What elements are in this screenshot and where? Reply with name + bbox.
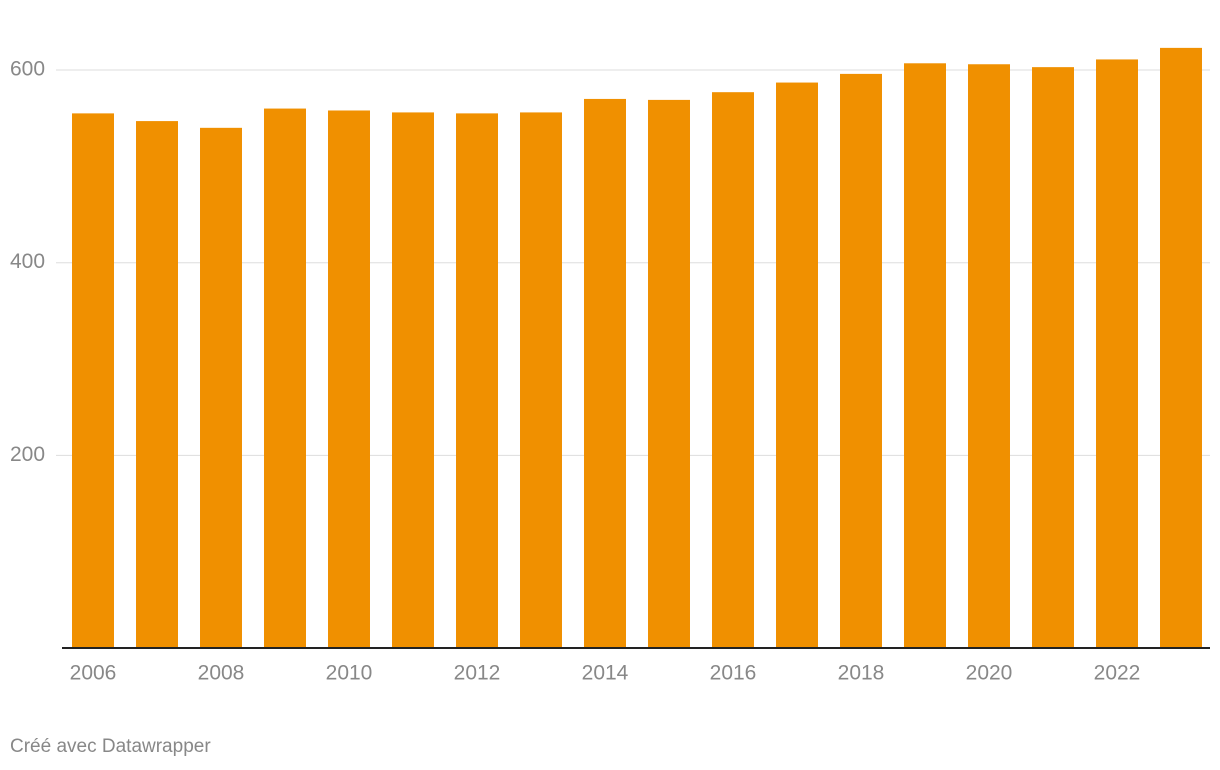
bar xyxy=(1032,67,1074,648)
x-tick-label: 2010 xyxy=(326,662,373,685)
footer-note: Créé avec Datawrapper xyxy=(10,736,211,757)
bar xyxy=(72,113,114,648)
bar xyxy=(456,113,498,648)
bar xyxy=(200,127,242,648)
bar xyxy=(840,73,882,648)
x-tick-label: 2012 xyxy=(454,662,501,685)
y-tick-label: 400 xyxy=(10,250,45,273)
y-tick-label: 600 xyxy=(10,58,45,81)
bar xyxy=(136,121,178,649)
bar xyxy=(968,64,1010,648)
bar xyxy=(392,112,434,648)
bar xyxy=(328,110,370,648)
bar xyxy=(1096,59,1138,648)
bar xyxy=(264,108,306,648)
x-tick-label: 2016 xyxy=(710,662,757,685)
x-tick-label: 2006 xyxy=(70,662,117,685)
x-tick-label: 2014 xyxy=(582,662,629,685)
x-tick-label: 2008 xyxy=(198,662,245,685)
bar xyxy=(776,82,818,649)
bar xyxy=(904,63,946,649)
x-tick-label: 2018 xyxy=(838,662,885,685)
bar xyxy=(648,99,690,649)
y-tick-label: 200 xyxy=(10,443,45,466)
bar xyxy=(712,92,754,649)
bar xyxy=(520,112,562,648)
x-tick-label: 2022 xyxy=(1094,662,1141,685)
bar xyxy=(1160,47,1202,648)
bar xyxy=(584,98,626,648)
x-tick-label: 2020 xyxy=(966,662,1013,685)
